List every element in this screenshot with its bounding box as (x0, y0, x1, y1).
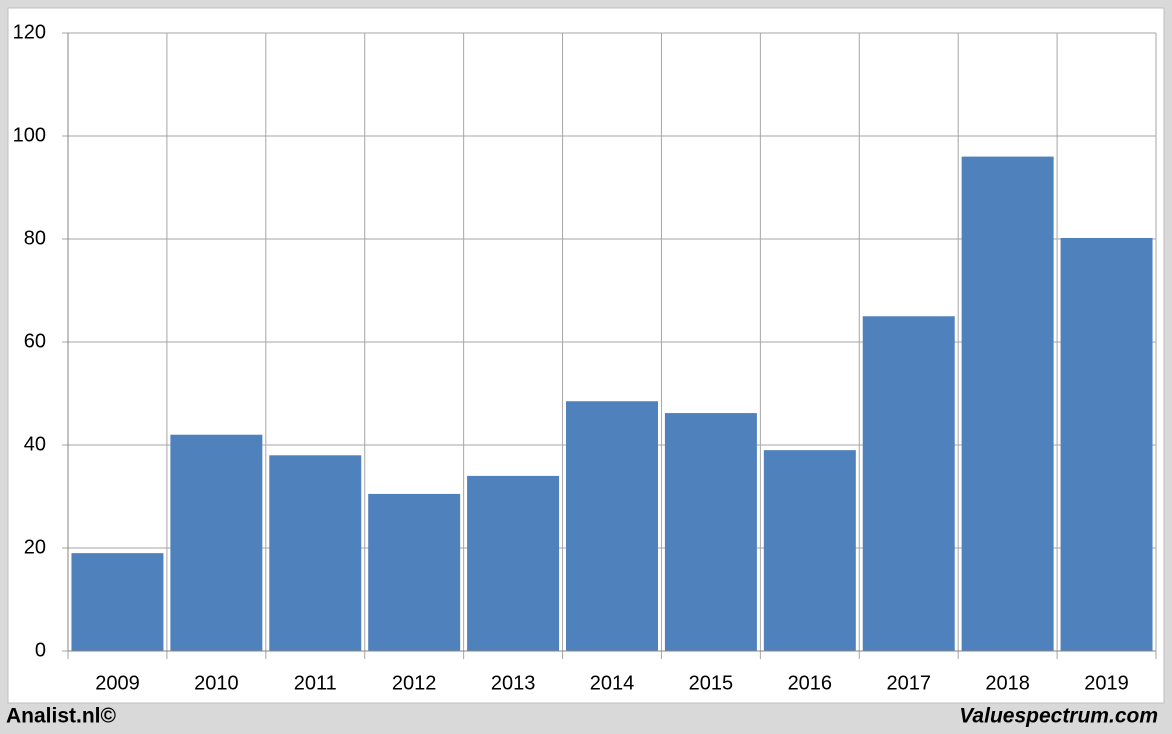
bar (763, 450, 856, 651)
bar (269, 455, 362, 651)
x-tick-label: 2013 (491, 672, 536, 694)
bar (566, 401, 658, 651)
x-tick-label: 2017 (886, 672, 931, 694)
bar (71, 553, 164, 651)
footer-left: Analist.nl© (6, 705, 117, 728)
x-tick-label: 2011 (294, 672, 337, 694)
x-tick-label: 2019 (1084, 672, 1129, 694)
x-tick-label: 2014 (590, 672, 635, 694)
y-tick-label: 20 (24, 536, 46, 558)
bar (368, 493, 461, 651)
y-tick-label: 0 (35, 639, 46, 661)
y-tick-label: 40 (24, 433, 46, 455)
bar (862, 316, 955, 651)
x-tick-label: 2010 (194, 672, 239, 694)
y-tick-label: 120 (13, 21, 46, 43)
footer-right: Valuespectrum.com (959, 705, 1158, 728)
bar (961, 156, 1054, 651)
bar (664, 413, 757, 651)
bar (467, 475, 560, 651)
y-tick-label: 80 (24, 227, 46, 249)
x-tick-label: 2012 (392, 672, 437, 694)
bar (170, 434, 263, 651)
y-tick-label: 60 (24, 330, 46, 352)
x-tick-label: 2018 (985, 672, 1030, 694)
x-tick-label: 2016 (788, 672, 833, 694)
x-tick-label: 2015 (689, 672, 734, 694)
y-tick-label: 100 (13, 124, 46, 146)
bar (1060, 237, 1153, 651)
x-tick-label: 2009 (95, 672, 140, 694)
